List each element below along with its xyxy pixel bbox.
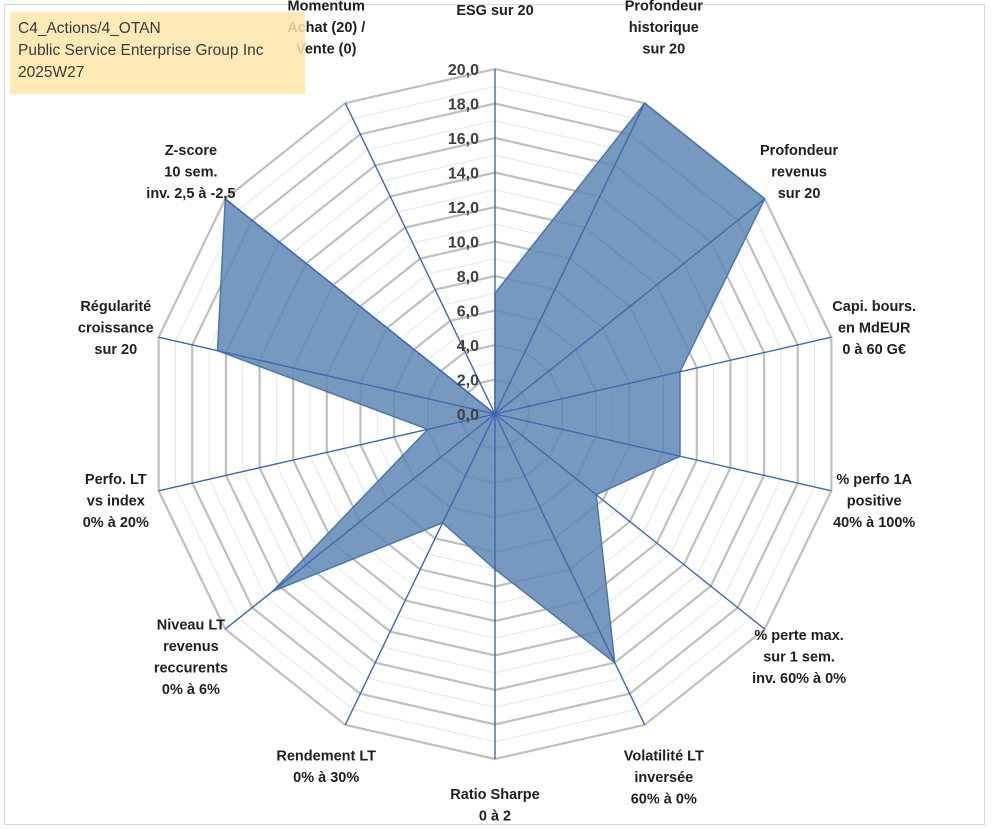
axis-label-line: 0% à 6% — [162, 682, 220, 698]
axis-label: Rendement LT 0% à 30% — [276, 749, 376, 787]
axis-label-line: % perfo 1A — [836, 472, 912, 488]
axis-label-line: Z-score — [165, 143, 217, 159]
axis-label: Perfo. LT vs index 0% à 20% — [83, 472, 149, 531]
axis-label-line: Ratio Sharpe — [450, 787, 539, 803]
axis-label-line: 0% à 20% — [83, 515, 149, 531]
axis-label: NoteESG sur 20 — [456, 0, 533, 19]
axis-label-line: inv. 2,5 à -2,5 — [146, 186, 235, 202]
axis-spoke — [494, 198, 766, 415]
axis-label-line: 0 à 2 — [479, 809, 511, 825]
tick-label: 8,0 — [457, 269, 479, 286]
axis-label-line: 0 à 60 G€ — [842, 342, 906, 358]
axis-label: % perfo 1A positive 40% à 100% — [833, 472, 915, 531]
axis-spoke — [494, 336, 832, 415]
axis-label: Profondeur revenus sur 20 — [760, 143, 838, 202]
axis-label-line: inv. 60% à 0% — [752, 671, 846, 687]
axis-label-line: Achat (20) / — [287, 20, 365, 36]
axis-label-line: 60% à 0% — [631, 792, 697, 808]
axis-spoke — [158, 413, 496, 492]
axis-label-line: Perfo. LT — [85, 472, 147, 488]
axis-label-line: Profondeur — [625, 0, 703, 15]
axis-label-line: sur 1 sem. — [763, 650, 835, 666]
axis-label: Profondeur historique sur 20 — [625, 0, 703, 58]
info-week: 2025W27 — [18, 64, 85, 81]
axis-label: Capi. bours. en MdEUR 0 à 60 G€ — [832, 299, 916, 358]
axis-label-line: revenus — [771, 165, 827, 181]
tick-label: 20,0 — [448, 62, 479, 79]
tick-label: 6,0 — [457, 304, 479, 321]
info-company: Public Service Enterprise Group Inc — [18, 42, 264, 59]
axis-spoke — [494, 413, 766, 630]
axis-label-line: Momentum — [288, 0, 365, 15]
tick-label: 2,0 — [457, 373, 479, 390]
axis-label-line: 0% à 30% — [293, 770, 359, 786]
axis-label: Niveau LT revenus reccurents 0% à 6% — [154, 617, 228, 698]
tick-label: 0,0 — [457, 407, 479, 424]
axis-label-line: sur 20 — [94, 342, 137, 358]
axis-label-line: sur 20 — [778, 186, 821, 202]
axis-spoke — [494, 413, 832, 492]
axis-label-line: reccurents — [154, 660, 228, 676]
info-portfolio: C4_Actions/4_OTAN — [18, 20, 161, 37]
axis-label: Z-score 10 sem. inv. 2,5 à -2,5 — [146, 143, 235, 202]
axis-label-line: sur 20 — [642, 42, 685, 58]
axis-label-line: historique — [629, 20, 699, 36]
axis-spoke — [344, 413, 496, 726]
axis-label: % perte max. sur 1 sem. inv. 60% à 0% — [752, 628, 846, 687]
axis-label-line: Régularité — [80, 299, 151, 315]
axis-spoke — [224, 413, 496, 630]
axis-spoke — [224, 198, 496, 415]
axis-label-line: Vente (0) — [296, 42, 357, 58]
axis-label-line: Capi. bours. — [832, 299, 916, 315]
axis-label: Régularité croissance sur 20 — [78, 299, 154, 358]
axis-spoke — [494, 413, 646, 726]
axis-label-line: ESG sur 20 — [456, 3, 533, 19]
axis-label: Ratio Sharpe 0 à 2 — [450, 787, 539, 825]
info-box: C4_Actions/4_OTAN Public Service Enterpr… — [10, 12, 305, 94]
axis-label-line: Rendement LT — [276, 749, 376, 765]
axis-spoke — [494, 102, 646, 415]
data-series-area — [216, 102, 766, 665]
axis-label-line: en MdEUR — [838, 320, 911, 336]
tick-label: 14,0 — [448, 166, 479, 183]
axis-label: Momentum Achat (20) / Vente (0) — [287, 0, 365, 58]
axis-label-line: Profondeur — [760, 143, 838, 159]
tick-label: 18,0 — [448, 97, 479, 114]
axis-spoke — [158, 336, 496, 415]
axis-label: Volatilité LT inversée 60% à 0% — [624, 749, 704, 808]
axis-label-line: 10 sem. — [164, 165, 217, 181]
axis-label-line: Niveau LT — [157, 617, 225, 633]
tick-label: 16,0 — [448, 131, 479, 148]
axis-label-line: Volatilité LT — [624, 749, 704, 765]
axis-label-line: 40% à 100% — [833, 515, 915, 531]
tick-label: 12,0 — [448, 200, 479, 217]
axis-label-line: revenus — [163, 639, 219, 655]
axis-label-line: positive — [847, 494, 902, 510]
axis-label-line: inversée — [634, 770, 693, 786]
axis-label-line: vs index — [87, 494, 145, 510]
tick-label: 4,0 — [457, 338, 479, 355]
axis-label-line: % perte max. — [754, 628, 843, 644]
tick-label: 10,0 — [448, 235, 479, 252]
axis-label-line: croissance — [78, 320, 154, 336]
axis-spoke — [344, 102, 496, 415]
